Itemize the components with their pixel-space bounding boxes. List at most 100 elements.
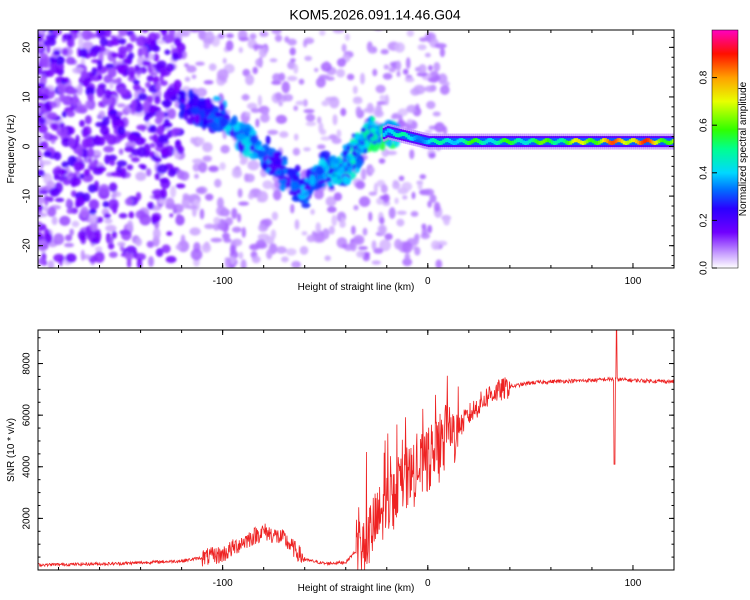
spectrogram-cell: [62, 33, 73, 40]
spectrogram-cell: [272, 189, 282, 201]
spectrogram-cell: [111, 113, 117, 123]
spectrogram-cell: [152, 133, 158, 143]
spectrogram-cell: [242, 149, 253, 158]
spectrogram-cell: [59, 215, 71, 226]
spectrogram-cell: [379, 141, 386, 152]
spectrogram-cell: [230, 256, 236, 266]
spectrogram-cell: [111, 52, 119, 58]
spectrogram-cell: [359, 145, 365, 151]
ridge-segment: [452, 141, 456, 145]
ridge-segment: [641, 140, 644, 145]
spectrogram-cell: [406, 30, 415, 37]
ridge-segment: [511, 140, 515, 145]
spectrogram-cell: [369, 132, 374, 138]
spectrogram-cell: [141, 45, 148, 56]
spectrogram-cell: [406, 118, 413, 125]
spectrogram-cell: [231, 115, 238, 126]
spectrogram-cell: [212, 95, 222, 102]
spectrogram-cell: [152, 53, 160, 62]
spectrogram-cell: [208, 63, 217, 71]
spectrogram-cell: [247, 160, 260, 171]
spectrogram-cell: [95, 246, 103, 253]
ridge-segment: [489, 138, 493, 143]
spectrogram-cell: [80, 70, 89, 80]
ridge-segment: [647, 138, 650, 143]
spectrogram-cell: [148, 256, 154, 267]
spectrogram-cell: [68, 137, 76, 148]
spectrogram-cell: [232, 238, 243, 247]
y-tick-label: -20: [22, 238, 33, 253]
spectrogram-cell: [382, 193, 390, 203]
spectrogram-cell: [73, 162, 83, 172]
ridge-segment: [559, 138, 562, 143]
spectrogram-cell: [388, 207, 396, 219]
spectrogram-cell: [285, 248, 297, 256]
spectrogram-cell: [136, 258, 143, 268]
spectrogram-cell: [173, 79, 182, 91]
spectrogram-cell: [110, 171, 121, 177]
spectrogram-cell: [396, 218, 405, 227]
spectrogram-cell: [127, 133, 138, 143]
spectrogram-cell: [355, 159, 363, 169]
ridge-segment: [624, 141, 628, 145]
spectrogram-cell: [117, 103, 126, 108]
spectrogram-cell: [433, 201, 441, 212]
spectrogram-cell: [178, 90, 187, 100]
ridge-segment: [472, 138, 476, 143]
spectrogram-cell: [151, 215, 161, 223]
ridge-segment: [661, 138, 665, 143]
spectrogram-cell: [118, 53, 124, 60]
spectrogram-cell: [107, 242, 115, 250]
spectrogram-cell: [255, 239, 267, 249]
spectrogram-cell: [214, 178, 222, 188]
spectrogram-cell: [91, 45, 101, 54]
ridge-segment: [481, 141, 484, 145]
spectrogram-cell: [103, 145, 115, 153]
spectrogram-cell: [47, 260, 55, 268]
spectrogram-cell: [320, 136, 332, 141]
spectrogram-cell: [226, 33, 234, 39]
spectrogram-cell: [301, 231, 308, 236]
ridge-segment: [637, 140, 640, 145]
spectrogram-cell: [274, 34, 283, 42]
x-tick-label: 100: [625, 578, 642, 589]
spectrogram-cell: [159, 30, 168, 33]
spectrogram-cell: [105, 224, 117, 232]
spectrogram-cell: [323, 61, 330, 69]
spectrogram-cell: [411, 191, 416, 200]
ridge-segment: [501, 138, 505, 143]
ridge-segment: [431, 138, 435, 143]
spectrogram-cell: [65, 56, 76, 65]
spectrogram-cell: [132, 79, 140, 85]
spectrogram-cell: [258, 45, 268, 58]
ridge-segment: [618, 138, 622, 143]
spectrogram-cell: [286, 75, 298, 82]
spectrogram-cell: [43, 150, 52, 158]
spectrogram-cell: [88, 199, 100, 210]
spectrogram-cell: [378, 158, 386, 164]
spectrogram-cell: [126, 258, 132, 268]
spectrogram-cell: [55, 169, 66, 174]
spectrogram-cell: [415, 103, 420, 112]
ridge-segment: [392, 131, 396, 136]
spectrogram-cell: [353, 135, 359, 141]
ridge-segment: [606, 139, 609, 144]
spectrogram-cell: [182, 193, 190, 201]
spectrogram-cell: [219, 162, 226, 171]
spectrogram-blobs: [38, 3, 452, 268]
ridge-segment: [514, 139, 517, 144]
spectrogram-cell: [389, 61, 397, 67]
spectrogram-cell: [69, 228, 74, 236]
spectrogram-cell: [117, 241, 126, 247]
ridge-segment: [620, 139, 624, 144]
spectrogram-cell: [181, 196, 190, 209]
spectrogram-cell: [154, 156, 162, 163]
ridge-segment: [438, 141, 441, 145]
spectrogram-cell: [154, 172, 160, 181]
spectrogram-cell: [135, 237, 142, 247]
spectrogram-cell: [262, 218, 273, 227]
ridge-segment: [419, 136, 423, 141]
spectrogram-cell: [305, 121, 317, 127]
spectrogram-cell: [55, 3, 61, 10]
spectrogram-cell: [188, 98, 194, 106]
